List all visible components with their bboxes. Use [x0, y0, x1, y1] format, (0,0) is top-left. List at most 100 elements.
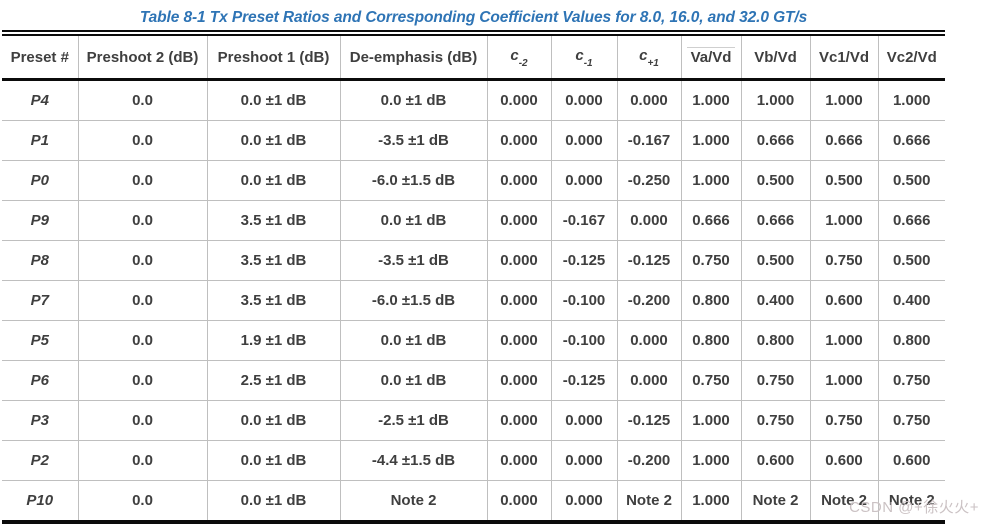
- table-row: P3 0.0 0.0 ±1 dB -2.5 ±1 dB 0.000 0.000 -0.125…: [2, 400, 945, 441]
- value-cell: 0.000: [616, 320, 681, 361]
- value-cell: 0.0: [77, 240, 207, 281]
- preset-cell: P2: [2, 440, 78, 481]
- value-cell: 0.0: [77, 400, 207, 441]
- value-cell: 1.000: [809, 79, 878, 121]
- value-cell: 1.000: [680, 440, 741, 481]
- table-row: P10 0.0 0.0 ±1 dB Note 2 0.000 0.000 Note 2 1.0…: [2, 480, 945, 522]
- value-cell: 0.0 ±1 dB: [206, 120, 340, 161]
- value-cell: 0.666: [809, 120, 878, 161]
- value-cell: -0.167: [616, 120, 681, 161]
- preset-cell: P5: [2, 320, 78, 361]
- value-cell: 0.000: [550, 400, 617, 441]
- value-cell: -6.0 ±1.5 dB: [339, 160, 487, 201]
- value-cell: 0.000: [486, 360, 551, 401]
- value-cell: 0.500: [740, 240, 810, 281]
- value-cell: -0.167: [550, 200, 617, 241]
- column-header: De-emphasis (dB): [339, 33, 487, 81]
- value-cell: -0.200: [616, 280, 681, 321]
- value-cell: 0.750: [877, 360, 945, 401]
- value-cell: 0.000: [486, 200, 551, 241]
- table-row: P7 0.0 3.5 ±1 dB -6.0 ±1.5 dB 0.000 -0.100 -0.…: [2, 280, 945, 321]
- value-cell: 0.000: [486, 160, 551, 201]
- column-header: c-2: [486, 33, 551, 81]
- value-cell: 1.000: [809, 320, 878, 361]
- value-cell: -0.250: [616, 160, 681, 201]
- value-cell: 0.000: [486, 400, 551, 441]
- value-cell: 1.000: [877, 79, 945, 121]
- value-cell: -0.125: [550, 240, 617, 281]
- value-cell: 0.000: [550, 440, 617, 481]
- value-cell: 0.000: [486, 240, 551, 281]
- value-cell: 0.0: [77, 320, 207, 361]
- value-cell: -0.200: [616, 440, 681, 481]
- value-cell: 0.000: [486, 79, 551, 121]
- value-cell: 3.5 ±1 dB: [206, 240, 340, 281]
- value-cell: 0.0: [77, 480, 207, 522]
- preset-cell: P10: [2, 480, 78, 522]
- preset-table: Preset # Preshoot 2 (dB) Preshoot 1 (dB) De…: [2, 30, 945, 524]
- value-cell: 0.400: [877, 280, 945, 321]
- value-cell: 0.000: [486, 120, 551, 161]
- value-cell: 0.0: [77, 200, 207, 241]
- value-cell: 0.0: [77, 440, 207, 481]
- value-cell: 1.000: [680, 160, 741, 201]
- value-cell: 0.0 ±1 dB: [339, 200, 487, 241]
- preset-cell: P0: [2, 160, 78, 201]
- value-cell: 0.0: [77, 79, 207, 121]
- value-cell: -6.0 ±1.5 dB: [339, 280, 487, 321]
- table-row: P2 0.0 0.0 ±1 dB -4.4 ±1.5 dB 0.000 0.000 -0.2…: [2, 440, 945, 481]
- value-cell: 0.000: [550, 120, 617, 161]
- value-cell: 0.400: [740, 280, 810, 321]
- value-cell: 0.600: [809, 440, 878, 481]
- preset-cell: P6: [2, 360, 78, 401]
- table-row: P5 0.0 1.9 ±1 dB 0.0 ±1 dB 0.000 -0.100 0.000 0…: [2, 320, 945, 361]
- value-cell: -3.5 ±1 dB: [339, 120, 487, 161]
- table-caption: Table 8-1 Tx Preset Ratios and Correspon…: [139, 9, 808, 26]
- value-cell: 0.500: [740, 160, 810, 201]
- value-cell: 0.500: [877, 160, 945, 201]
- preset-cell: P3: [2, 400, 78, 441]
- table-row: P6 0.0 2.5 ±1 dB 0.0 ±1 dB 0.000 -0.125 0.000 0…: [2, 360, 945, 401]
- column-header: c+1: [616, 33, 681, 81]
- column-header: Preset #: [2, 33, 78, 81]
- value-cell: 0.800: [680, 320, 741, 361]
- value-cell: -0.125: [550, 360, 617, 401]
- value-cell: Note 2: [339, 480, 487, 522]
- value-cell: 0.666: [877, 120, 945, 161]
- value-cell: 1.000: [809, 200, 878, 241]
- column-header: Preshoot 1 (dB): [206, 33, 340, 81]
- value-cell: 1.000: [809, 360, 878, 401]
- value-cell: 0.000: [550, 480, 617, 522]
- value-cell: 0.0 ±1 dB: [339, 79, 487, 121]
- value-cell: 0.000: [616, 79, 681, 121]
- value-cell: 0.750: [740, 360, 810, 401]
- value-cell: Note 2: [809, 480, 878, 522]
- value-cell: 0.0 ±1 dB: [206, 440, 340, 481]
- value-cell: 0.666: [740, 120, 810, 161]
- value-cell: 0.000: [616, 360, 681, 401]
- header-row: Preset # Preshoot 2 (dB) Preshoot 1 (dB) De…: [2, 33, 945, 81]
- value-cell: 0.000: [486, 320, 551, 361]
- value-cell: 0.0 ±1 dB: [339, 320, 487, 361]
- table-row: P4 0.0 0.0 ±1 dB 0.0 ±1 dB 0.000 0.000 0.000 1.…: [2, 79, 945, 121]
- value-cell: 0.750: [877, 400, 945, 441]
- value-cell: 1.000: [680, 79, 741, 121]
- value-cell: -0.125: [616, 240, 681, 281]
- value-cell: 3.5 ±1 dB: [206, 200, 340, 241]
- column-header: Preshoot 2 (dB): [77, 33, 207, 81]
- column-header: Vc1/Vd: [809, 33, 878, 81]
- value-cell: 1.9 ±1 dB: [206, 320, 340, 361]
- value-cell: 0.750: [740, 400, 810, 441]
- value-cell: 0.0: [77, 120, 207, 161]
- table-row: P0 0.0 0.0 ±1 dB -6.0 ±1.5 dB 0.000 0.000 -0.2…: [2, 160, 945, 201]
- table-header: Preset # Preshoot 2 (dB) Preshoot 1 (dB) De…: [2, 33, 945, 81]
- value-cell: 0.600: [740, 440, 810, 481]
- value-cell: 0.666: [680, 200, 741, 241]
- table-row: P8 0.0 3.5 ±1 dB -3.5 ±1 dB 0.000 -0.125 -0.12…: [2, 240, 945, 281]
- value-cell: 0.750: [680, 360, 741, 401]
- value-cell: -4.4 ±1.5 dB: [339, 440, 487, 481]
- value-cell: 0.0: [77, 360, 207, 401]
- value-cell: -2.5 ±1 dB: [339, 400, 487, 441]
- column-header: Va/Vd: [680, 33, 741, 81]
